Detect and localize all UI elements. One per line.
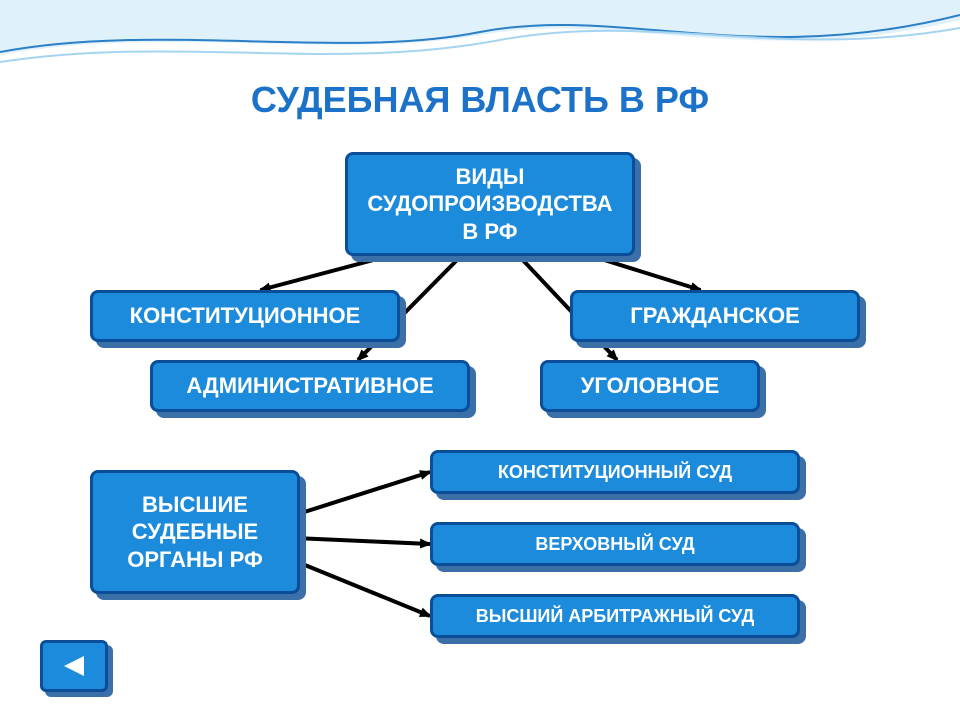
- node-court2: ВЕРХОВНЫЙ СУД: [430, 522, 800, 566]
- node-label: УГОЛОВНОЕ: [581, 372, 720, 400]
- node-label: КОНСТИТУЦИОННОЕ: [130, 302, 361, 330]
- node-label: ВИДЫ СУДОПРОИЗВОДСТВА В РФ: [367, 163, 612, 246]
- node-label: КОНСТИТУЦИОННЫЙ СУД: [498, 461, 732, 484]
- node-criminal: УГОЛОВНОЕ: [540, 360, 760, 412]
- node-label: АДМИНИСТРАТИВНОЕ: [186, 372, 433, 400]
- node-court1: КОНСТИТУЦИОННЫЙ СУД: [430, 450, 800, 494]
- node-court3: ВЫСШИЙ АРБИТРАЖНЫЙ СУД: [430, 594, 800, 638]
- node-constit: КОНСТИТУЦИОННОЕ: [90, 290, 400, 342]
- node-label: ГРАЖДАНСКОЕ: [630, 302, 800, 330]
- node-label: ВЫСШИЙ АРБИТРАЖНЫЙ СУД: [476, 605, 755, 628]
- node-root: ВИДЫ СУДОПРОИЗВОДСТВА В РФ: [345, 152, 635, 256]
- node-admin: АДМИНИСТРАТИВНОЕ: [150, 360, 470, 412]
- node-label: ВЫСШИЕ СУДЕБНЫЕ ОРГАНЫ РФ: [127, 491, 262, 574]
- node-label: ВЕРХОВНЫЙ СУД: [535, 533, 694, 556]
- node-civil: ГРАЖДАНСКОЕ: [570, 290, 860, 342]
- page-title: СУДЕБНАЯ ВЛАСТЬ В РФ: [0, 80, 960, 120]
- node-higher: ВЫСШИЕ СУДЕБНЫЕ ОРГАНЫ РФ: [90, 470, 300, 594]
- back-button[interactable]: [40, 640, 108, 692]
- back-arrow-icon: [56, 652, 92, 680]
- decorative-wave: [0, 0, 960, 90]
